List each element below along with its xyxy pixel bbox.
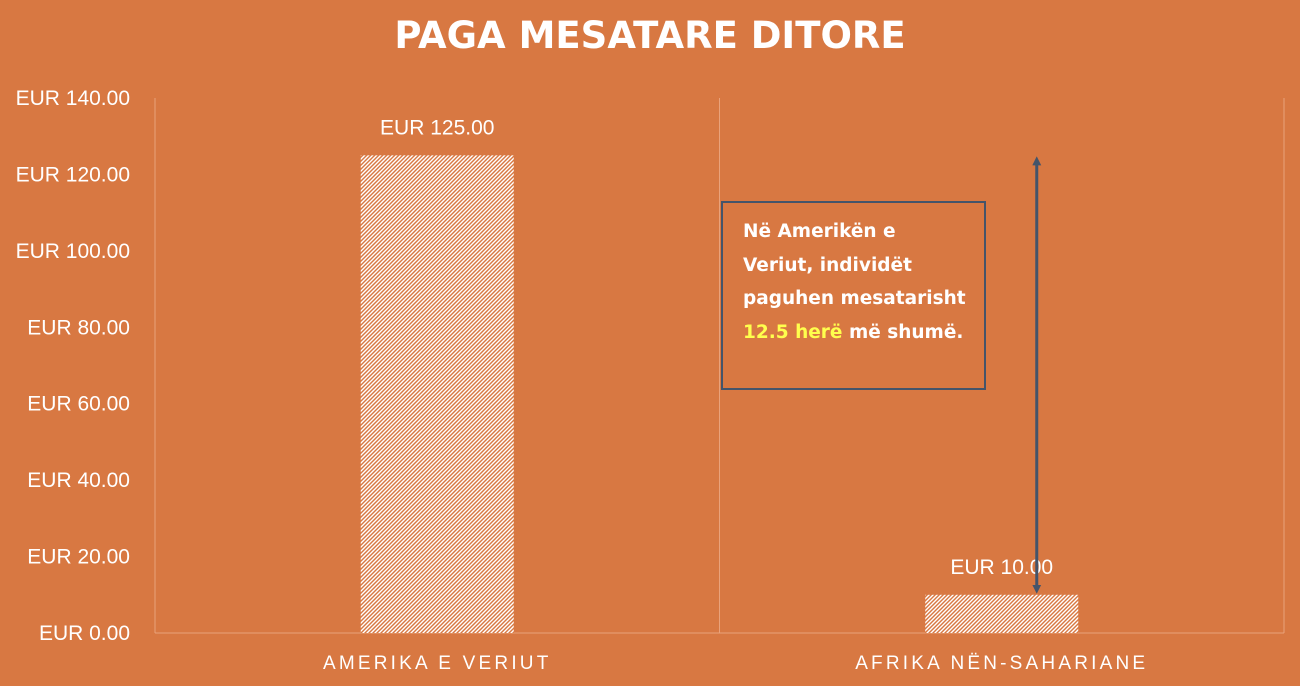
data-label: EUR 125.00 [380,116,494,139]
chart-title: PAGA MESATARE DITORE [394,14,905,57]
y-tick-label: EUR 120.00 [16,163,130,186]
data-label: EUR 10.00 [950,556,1053,579]
y-tick-label: EUR 60.00 [27,393,130,416]
y-tick-label: EUR 0.00 [39,622,130,645]
annotation-text-before: Në Amerikën e Veriut, individët paguhen … [743,221,966,309]
bar [360,155,514,634]
annotation-highlight: 12.5 herë [743,321,843,343]
y-tick-label: EUR 20.00 [27,546,130,569]
x-category-label: AMERIKA E VERIUT [323,653,552,674]
bar [925,594,1079,633]
y-tick-label: EUR 100.00 [16,240,130,263]
y-tick-label: EUR 80.00 [27,316,130,339]
annotation-callout: Në Amerikën e Veriut, individët paguhen … [721,201,986,390]
x-category-label: AFRIKA NËN-SAHARIANE [855,653,1148,674]
annotation-text-after: më shumë. [848,321,964,343]
y-tick-label: EUR 40.00 [27,469,130,492]
y-tick-label: EUR 140.00 [16,87,130,110]
